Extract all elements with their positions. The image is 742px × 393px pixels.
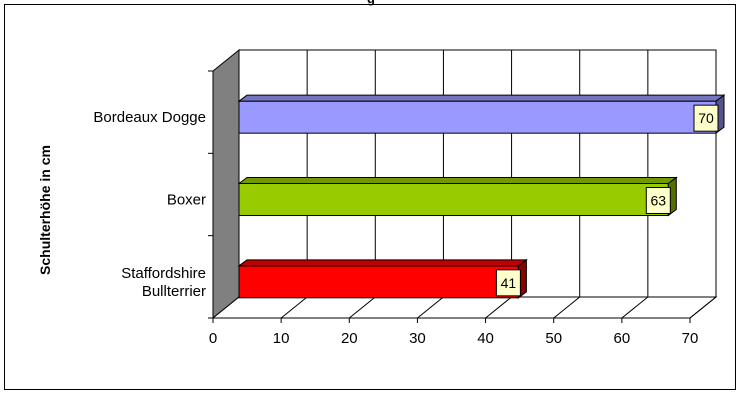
floor-gridline <box>553 296 581 319</box>
floor-gridline <box>689 296 717 319</box>
data-label: 41 <box>501 275 517 291</box>
floor-gridline <box>621 296 649 319</box>
bar-top <box>237 259 528 267</box>
category-label: Staffordshire <box>121 265 206 282</box>
data-label-box <box>693 104 719 132</box>
category-label: Bullterrier <box>142 283 206 300</box>
bar <box>238 100 717 134</box>
data-label: 63 <box>651 193 667 209</box>
x-tick-label: 50 <box>545 330 562 347</box>
bar-top <box>237 177 678 184</box>
category-label: Boxer <box>167 192 206 209</box>
data-label: 70 <box>698 110 714 126</box>
x-tick-label: 60 <box>614 330 631 347</box>
x-tick-label: 20 <box>341 330 358 347</box>
y-axis-title: Schulterhöhe in cm <box>37 145 53 275</box>
x-tick-label: 30 <box>409 330 426 347</box>
category-label: Bordeaux Dogge <box>93 109 206 126</box>
floor-gridline <box>417 296 444 319</box>
x-tick-label: 10 <box>273 330 290 347</box>
back-wall <box>238 49 717 298</box>
x-tick-label: 40 <box>477 330 494 347</box>
side-wall <box>212 48 240 320</box>
bar <box>238 183 669 216</box>
floor-gridline <box>280 296 308 319</box>
bar-top <box>237 94 726 102</box>
x-tick-label: 0 <box>209 330 217 347</box>
data-label-box <box>645 187 671 214</box>
bar <box>238 265 519 299</box>
floor-gridline <box>485 296 512 319</box>
floor-gridline <box>348 296 376 319</box>
x-tick-label: 70 <box>682 330 699 347</box>
floor <box>211 296 718 319</box>
chart-title: g <box>0 0 742 6</box>
data-label-box <box>495 269 521 297</box>
